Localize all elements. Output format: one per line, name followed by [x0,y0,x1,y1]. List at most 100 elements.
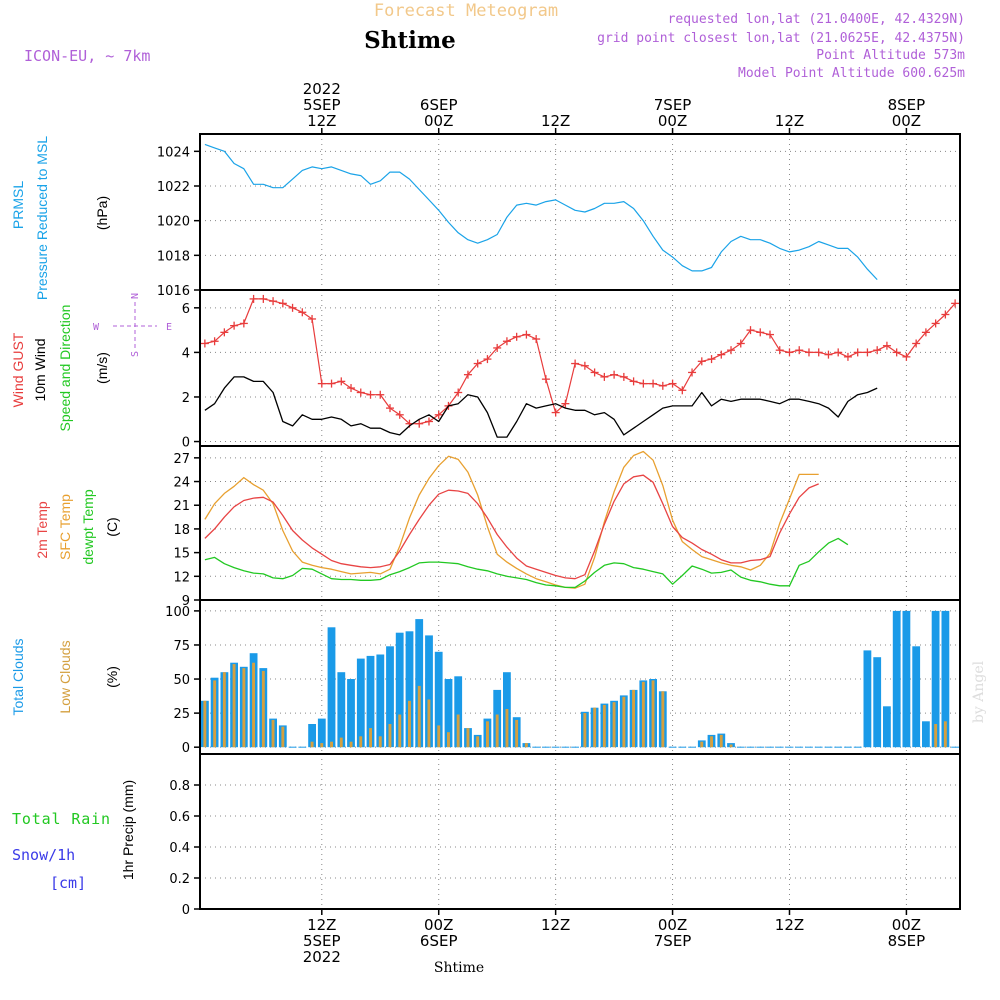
total-clouds-bar [873,657,882,748]
low-clouds-bar [252,662,255,748]
low-clouds-bar [271,719,275,748]
gridpoint-lonlat: grid point closest lon,lat (21.0625E, 42… [597,31,965,46]
gust-point [483,355,492,364]
low-clouds-bar [456,714,460,748]
bottom-tick-label: 00Z [658,916,687,934]
low-clouds-label: Low Clouds [57,640,73,713]
low-clouds-bar [719,734,723,748]
total-clouds-bar [317,718,326,748]
gust-point [619,372,628,381]
temperature-content [204,450,849,589]
temp-unit: (C) [104,517,120,536]
pressure-msl-label: Pressure Reduced to MSL [34,136,50,300]
low-clouds-bar [369,728,372,748]
temp-labels: 2m Temp SFC Temp dewpt Temp (C) [34,489,120,564]
low-clouds-bar [447,732,450,748]
gust-point [746,326,755,335]
low-clouds-bar [408,700,411,748]
gust-point [717,350,726,359]
wind-frame [199,289,961,447]
dewpt-line [204,537,849,589]
gust-point [395,410,404,419]
total-clouds-bar [405,631,414,748]
temperature-ytick-label: 18 [173,523,190,538]
low-clouds-bar [427,699,431,748]
pressure-content [204,143,878,281]
low-clouds-bar [486,721,489,748]
gust-point [337,377,346,386]
total-clouds-bar [327,627,336,748]
low-clouds-bar [339,737,343,748]
precip-ytick-label: 0 [182,903,190,918]
top-tick-label: 8SEP [888,96,926,114]
gust-point [610,370,619,379]
total-clouds-bar [454,676,463,748]
low-clouds-bar [710,736,713,748]
low-clouds-bar [281,726,285,748]
gust-point [688,368,697,377]
low-clouds-bar [495,714,499,748]
low-clouds-bar [622,696,626,748]
bottom-tick-label: 12Z [775,916,804,934]
total-clouds-bar [376,654,385,748]
gust-point [249,294,258,303]
pressure-labels: PRMSL Pressure Reduced to MSL (hPa) [10,136,110,300]
total-clouds-bar [434,651,443,748]
gust-point [541,375,550,384]
compass-s: S [130,351,141,357]
total-clouds-label: Total Clouds [10,638,26,715]
gust-point [434,410,443,419]
location-title: Shtime [364,27,456,54]
gust-point [269,297,278,306]
pressure-ytick-label: 1024 [157,145,190,160]
requested-lonlat: requested lon,lat (21.0400E, 42.4329N) [668,12,965,27]
total-clouds-bar [337,672,346,748]
top-tick-label: 2022 [303,80,341,98]
gust-point [493,343,502,352]
gust-point [532,335,541,344]
gust-point [951,299,960,308]
temperature-ytick-label: 21 [173,499,190,514]
gust-point [561,399,570,408]
clouds-ytick-label: 100 [165,605,190,620]
total-clouds-bar [415,619,424,748]
wind-ytick-label: 0 [182,436,190,451]
bottom-tick-label: 00Z [892,916,921,934]
low-clouds-bar [232,664,236,748]
temperature-panel: 9 12 15 18 21 24 27 [173,445,961,609]
wind-ytick-label: 2 [182,391,190,406]
temperature-ytick-label: 24 [173,476,190,491]
clouds-ytick-label: 75 [173,639,190,654]
gust-point [386,404,394,413]
gust-point [668,379,677,388]
low-clouds-bar [437,725,441,748]
gust-point [639,379,648,388]
gust-point [843,352,852,361]
low-clouds-bar [593,707,597,748]
gust-point [912,339,921,348]
total-clouds-bar [386,646,394,748]
cloud-labels: Total Clouds Low Clouds (%) [10,638,120,715]
low-clouds-bar [943,721,947,748]
chart-title: Forecast Meteogram [374,1,558,21]
gust-point [454,388,463,397]
gust-line [204,298,956,425]
low-clouds-bar [349,741,353,748]
gust-point [873,346,882,355]
gust-point [288,303,297,312]
bottom-tick-label: 00Z [424,916,453,934]
gust-point [366,390,375,399]
precip-ytick-label: 0.8 [169,779,190,794]
gust-point [775,346,784,355]
top-tick-label: 00Z [424,112,453,130]
low-clouds-bar [934,724,938,748]
clouds-panel: 0 25 50 75 100 [165,599,961,756]
top-tick-label: 00Z [658,112,687,130]
gust-point [931,319,940,328]
total-clouds-bar [941,610,950,748]
gust-point [882,341,891,350]
low-clouds-bar [213,680,217,748]
bottom-tick-label: 8SEP [888,932,926,950]
gust-point [571,359,580,368]
gust-point [756,328,765,337]
